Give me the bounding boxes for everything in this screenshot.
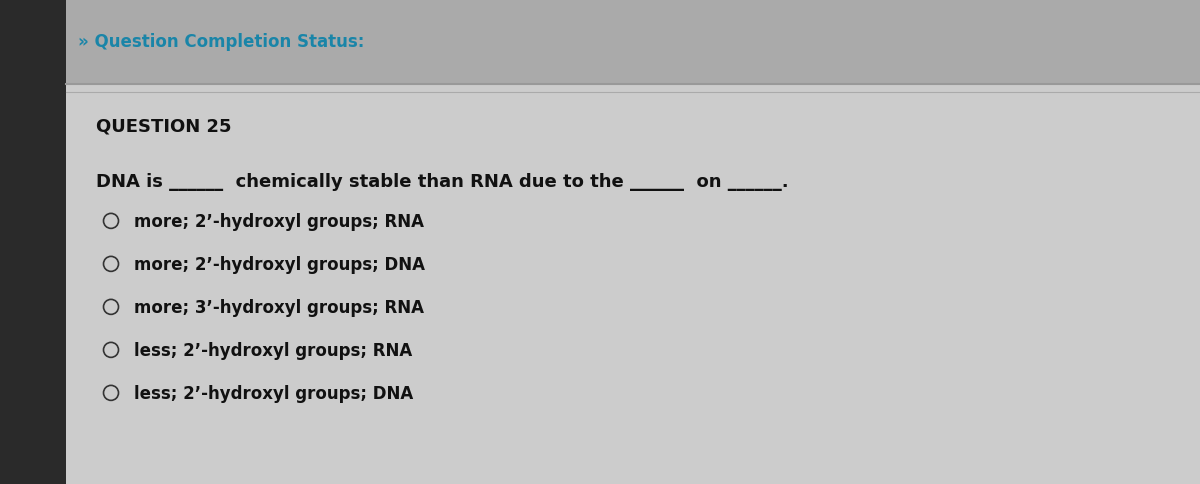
- Bar: [0, 0, 66, 484]
- Text: less; 2’-hydroxyl groups; DNA: less; 2’-hydroxyl groups; DNA: [134, 384, 413, 402]
- Text: more; 2’-hydroxyl groups; RNA: more; 2’-hydroxyl groups; RNA: [134, 212, 424, 230]
- Text: QUESTION 25: QUESTION 25: [96, 118, 232, 136]
- Text: more; 2’-hydroxyl groups; DNA: more; 2’-hydroxyl groups; DNA: [134, 256, 425, 273]
- Bar: [66, 85, 1200, 484]
- Text: less; 2’-hydroxyl groups; RNA: less; 2’-hydroxyl groups; RNA: [134, 341, 413, 359]
- Bar: [66, 0, 1200, 85]
- Text: more; 3’-hydroxyl groups; RNA: more; 3’-hydroxyl groups; RNA: [134, 298, 424, 316]
- Text: DNA is ______  chemically stable than RNA due to the ______  on ______.: DNA is ______ chemically stable than RNA…: [96, 172, 788, 191]
- Text: » Question Completion Status:: » Question Completion Status:: [78, 33, 365, 51]
